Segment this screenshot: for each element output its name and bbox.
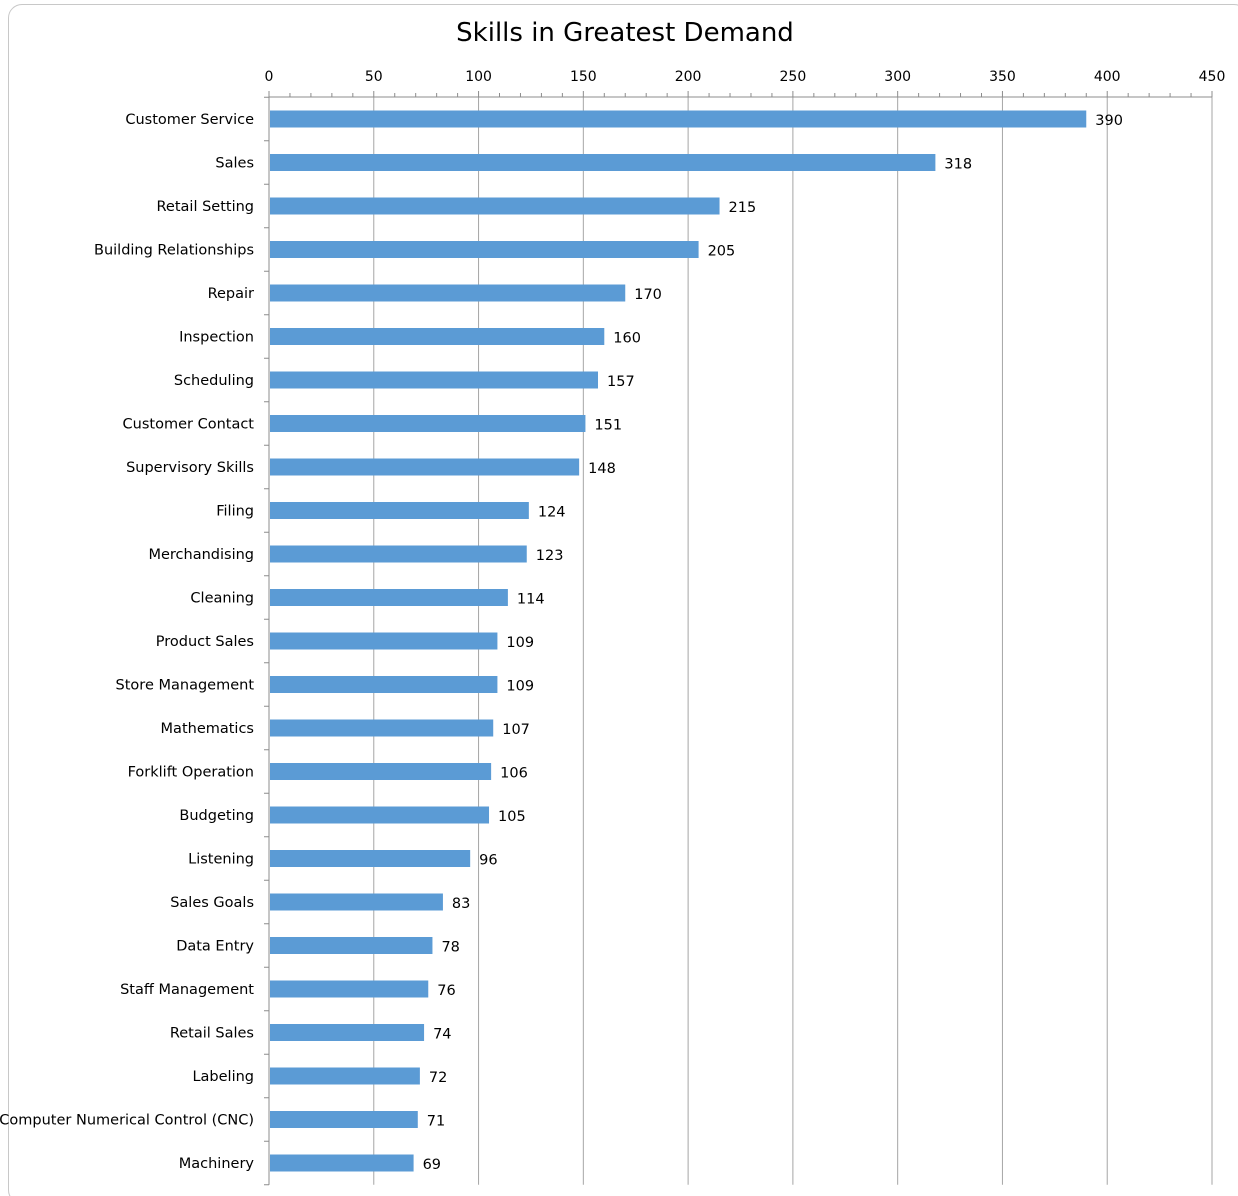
category-label: Budgeting <box>179 808 254 824</box>
bar <box>270 980 429 998</box>
data-label: 69 <box>423 1157 441 1173</box>
x-tick-label: 250 <box>780 69 807 85</box>
data-label: 74 <box>433 1027 451 1043</box>
data-label: 215 <box>729 200 757 216</box>
data-label: 109 <box>506 679 534 695</box>
data-label: 205 <box>708 244 736 260</box>
data-label: 123 <box>536 548 564 564</box>
category-label: Retail Setting <box>157 199 255 215</box>
data-label: 318 <box>944 157 972 173</box>
bar <box>270 284 626 302</box>
bar <box>270 589 508 606</box>
bar <box>270 850 471 867</box>
data-label: 105 <box>498 809 526 825</box>
bar <box>270 154 936 171</box>
data-label: 96 <box>479 853 497 869</box>
bar <box>270 458 580 476</box>
x-tick-label: 150 <box>570 69 597 85</box>
bar <box>270 806 490 824</box>
category-label: Filing <box>216 504 254 520</box>
data-label: 157 <box>607 374 635 390</box>
category-label: Machinery <box>179 1156 255 1172</box>
bar <box>270 328 605 345</box>
data-label: 148 <box>588 461 616 477</box>
category-label: Merchandising <box>148 547 254 563</box>
data-label: 390 <box>1095 113 1123 129</box>
data-label: 106 <box>500 766 528 782</box>
x-tick-label: 100 <box>465 69 492 85</box>
bar <box>270 110 1087 128</box>
x-tick-label: 450 <box>1199 69 1226 85</box>
x-tick-label: 50 <box>365 69 383 85</box>
category-label: Retail Sales <box>170 1026 254 1042</box>
data-label: 170 <box>634 287 662 303</box>
category-label: Forklift Operation <box>128 765 254 781</box>
data-label: 76 <box>437 983 455 999</box>
category-label: Sales Goals <box>170 895 254 911</box>
bar <box>270 676 498 693</box>
data-label: 78 <box>441 940 459 956</box>
bar <box>270 502 529 519</box>
bar <box>270 545 527 563</box>
data-label: 109 <box>506 635 534 651</box>
bar <box>270 763 492 780</box>
x-tick-label: 350 <box>989 69 1016 85</box>
category-label: Supervisory Skills <box>126 460 254 476</box>
bar <box>270 937 433 954</box>
category-label: Product Sales <box>156 634 254 650</box>
bar <box>270 1024 425 1041</box>
bar <box>270 1067 420 1085</box>
data-label: 83 <box>452 896 470 912</box>
bar <box>270 197 720 215</box>
bar <box>270 415 586 432</box>
bar <box>270 893 443 911</box>
category-label: Data Entry <box>176 939 254 955</box>
category-label: Labeling <box>192 1069 254 1085</box>
x-tick-label: 0 <box>265 69 274 85</box>
bar <box>270 719 494 737</box>
bar <box>270 1111 418 1128</box>
data-label: 160 <box>613 331 641 347</box>
category-label: Staff Management <box>120 982 254 998</box>
data-label: 107 <box>502 722 530 738</box>
bar <box>270 241 699 258</box>
category-label: Mathematics <box>161 721 254 737</box>
category-label: Building Relationships <box>94 243 254 259</box>
x-tick-label: 300 <box>884 69 911 85</box>
category-label: Store Management <box>116 678 255 694</box>
category-label: Customer Contact <box>123 417 255 433</box>
data-label: 114 <box>517 592 545 608</box>
category-label: Cleaning <box>190 591 254 607</box>
data-label: 71 <box>427 1114 445 1130</box>
x-tick-label: 400 <box>1094 69 1121 85</box>
data-label: 124 <box>538 505 566 521</box>
bar <box>270 632 498 650</box>
data-label: 72 <box>429 1070 447 1086</box>
category-label: Scheduling <box>174 373 254 389</box>
category-label: Inspection <box>179 330 254 346</box>
category-label: Computer Numerical Control (CNC) <box>0 1113 254 1129</box>
category-label: Sales <box>215 156 254 172</box>
category-label: Customer Service <box>125 112 254 128</box>
category-label: Listening <box>188 852 254 868</box>
x-tick-label: 200 <box>675 69 702 85</box>
bar <box>270 1154 414 1172</box>
chart-title: Skills in Greatest Demand <box>456 18 794 48</box>
category-label: Repair <box>208 286 254 302</box>
data-label: 151 <box>594 418 622 434</box>
bar <box>270 371 599 389</box>
